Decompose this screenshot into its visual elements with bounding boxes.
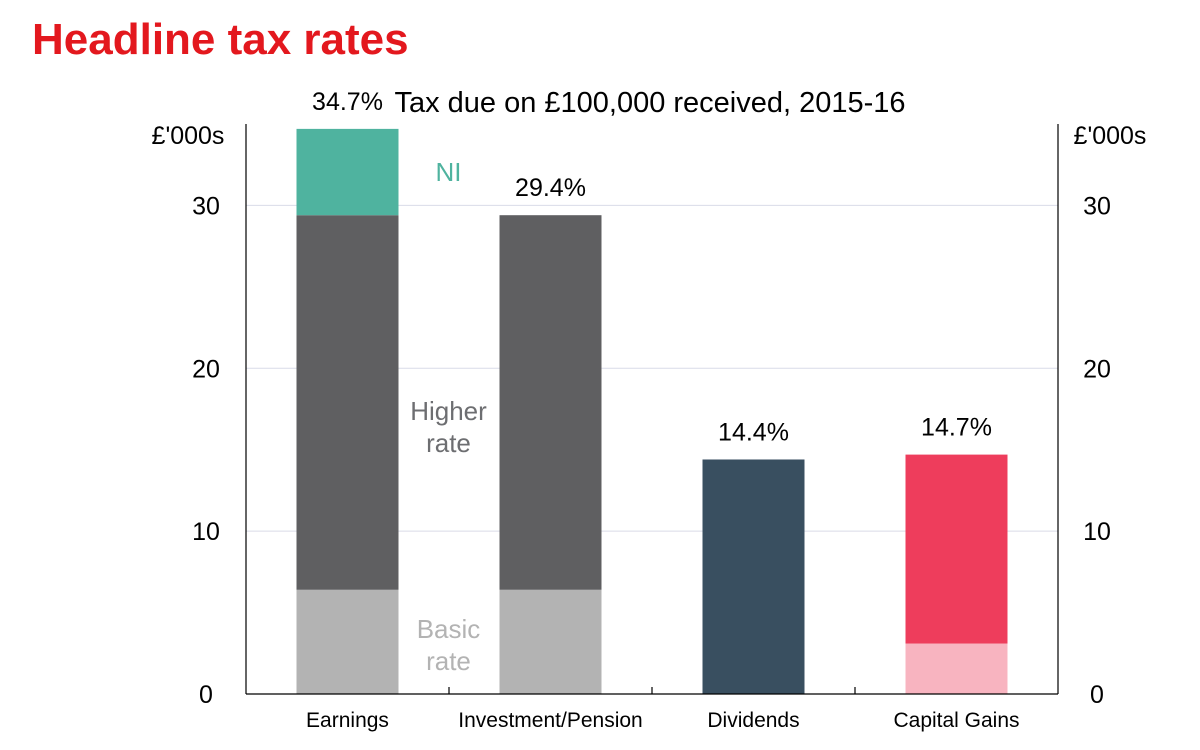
bar-total-label: 14.7% [921,414,992,442]
bar-segment [499,589,602,694]
bar-segment [296,589,399,694]
y-tick-label-right: 30 [1083,192,1111,220]
bar-segment [296,128,399,216]
annotation-label: Basic [417,614,481,644]
bar-segment [702,459,805,694]
bar-total-label: 29.4% [515,174,586,202]
bar-segment [499,215,602,590]
y-axis-unit-left: £'000s [152,122,225,150]
annotation-label: NI [436,157,462,187]
annotation-label: Higher [410,396,487,426]
annotation-label: rate [426,428,471,458]
bar-segment [905,454,1008,644]
chart-title: Tax due on £100,000 received, 2015-16 [394,87,905,119]
page-title: Headline tax rates [32,15,409,64]
y-tick-label-left: 30 [192,192,220,220]
y-tick-label-left: 10 [192,518,220,546]
y-axis-unit-right: £'000s [1074,122,1147,150]
bar-total-label: 34.7% [312,88,383,116]
y-tick-label-right: 20 [1083,355,1111,383]
y-tick-label-right: 10 [1083,518,1111,546]
x-tick-label: Capital Gains [893,709,1019,732]
x-tick-label: Dividends [707,709,799,732]
bar-total-label: 14.4% [718,418,789,446]
y-tick-label-right: 0 [1090,681,1104,709]
y-tick-label-left: 0 [199,681,213,709]
x-tick-label: Earnings [306,709,389,732]
annotation-label: rate [426,646,471,676]
y-tick-label-left: 20 [192,355,220,383]
bar-segment [905,643,1008,694]
bar-segment [296,215,399,590]
x-tick-label: Investment/Pension [458,709,642,732]
